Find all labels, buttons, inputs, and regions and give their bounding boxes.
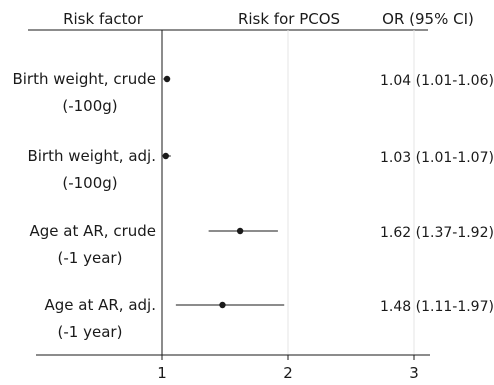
row-unit-label: (-1 year)	[58, 249, 123, 267]
row-unit-label: (-100g)	[62, 174, 117, 192]
header-risk-factor: Risk factor	[63, 10, 144, 28]
or-ci-value: 1.48 (1.11-1.97)	[380, 299, 494, 315]
or-point	[236, 227, 244, 235]
row-label: Birth weight, crude	[12, 70, 156, 88]
forest-rows: Birth weight, crude (-100g) 1.04 (1.01-1.0…	[12, 70, 494, 341]
or-ci-value: 1.03 (1.01-1.07)	[380, 150, 494, 166]
x-tick-label-3: 3	[409, 364, 419, 382]
x-tick-label-2: 2	[283, 364, 293, 382]
or-ci-value: 1.04 (1.01-1.06)	[380, 73, 494, 89]
row-label: Birth weight, adj.	[27, 147, 156, 165]
row-unit-label: (-100g)	[62, 97, 117, 115]
row-label: Age at AR, adj.	[45, 296, 157, 314]
or-ci-value: 1.62 (1.37-1.92)	[380, 225, 494, 241]
header-or-ci: OR (95% CI)	[382, 10, 474, 28]
row-unit-label: (-1 year)	[58, 323, 123, 341]
row-label: Age at AR, crude	[29, 222, 156, 240]
or-point	[219, 301, 226, 309]
header-risk-for-pcos: Risk for PCOS	[238, 10, 340, 28]
or-point	[163, 75, 171, 83]
or-point	[162, 152, 169, 160]
x-tick-label-1: 1	[157, 364, 167, 382]
